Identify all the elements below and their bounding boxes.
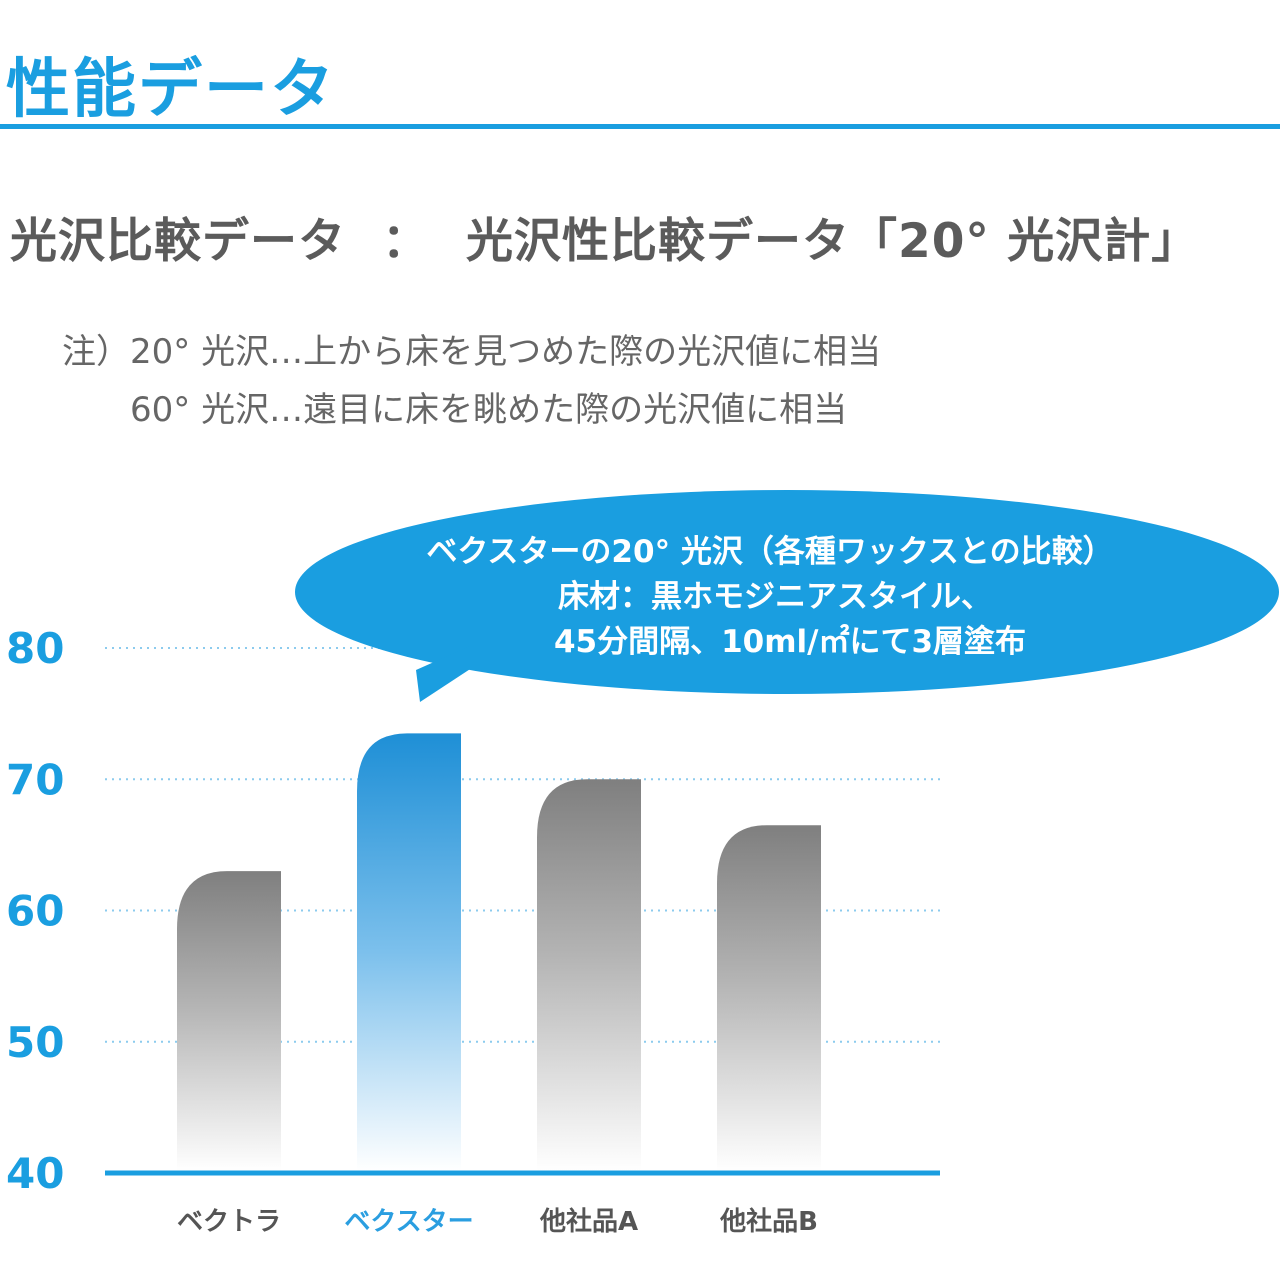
callout-line-2: 床材：黒ホモジニアスタイル、: [558, 579, 992, 615]
note-20-degree: 注）20° 光沢…上から床を見つめた際の光沢値に相当: [62, 332, 882, 372]
title-rule: [0, 124, 1280, 129]
y-tick-50: 50: [6, 1018, 64, 1067]
bar-1: [177, 871, 281, 1171]
callout-line-3: 45分間隔、10ml/㎡にて3層塗布: [554, 624, 1026, 660]
category-label-1: ベクトラ: [177, 1207, 281, 1237]
x-axis-labels: ベクトラ ベクスター 他社品A 他社品B: [177, 1206, 818, 1237]
y-tick-80: 80: [6, 624, 64, 673]
y-tick-70: 70: [6, 755, 64, 804]
category-label-3: 他社品A: [539, 1206, 638, 1237]
y-axis-ticks: 40 50 60 70 80: [6, 624, 64, 1198]
callout-bubble: ベクスターの20° 光沢（各種ワックスとの比較） 床材：黒ホモジニアスタイル、 …: [295, 490, 1279, 702]
callout-line-1: ベクスターの20° 光沢（各種ワックスとの比較）: [426, 534, 1113, 570]
subtitle-right: 光沢性比較データ「20° 光沢計」: [466, 214, 1200, 269]
category-label-2: ベクスター: [344, 1207, 473, 1237]
bar-4: [717, 825, 821, 1171]
y-tick-40: 40: [6, 1149, 64, 1198]
callout-ellipse: [295, 490, 1279, 694]
y-tick-60: 60: [6, 887, 64, 936]
callout-pointer: [416, 646, 490, 702]
subtitle-left: 光沢比較データ: [10, 214, 346, 269]
subtitle: 光沢比較データ ： 光沢性比較データ「20° 光沢計」: [10, 202, 1199, 271]
bar-2: [357, 733, 461, 1171]
category-label-4: 他社品B: [719, 1206, 818, 1237]
page-title: 性能データ: [6, 53, 336, 127]
bar-3: [537, 779, 641, 1171]
gloss-chart: 40 50 60 70 80 ベクトラ ベクスター 他社品A 他社品B ベクスターの20° 光…: [6, 490, 1279, 1237]
note-60-degree: 60° 光沢…遠目に床を眺めた際の光沢値に相当: [130, 390, 848, 430]
subtitle-separator: ：: [382, 214, 430, 269]
bars: [177, 733, 821, 1171]
